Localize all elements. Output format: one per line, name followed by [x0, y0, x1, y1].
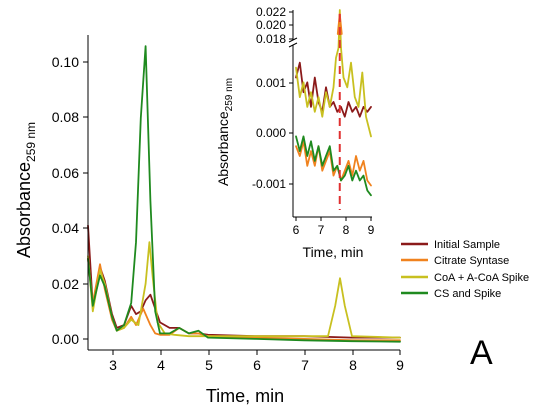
legend-label: CS and Spike [434, 288, 501, 300]
inset-x-tick-label: 6 [293, 223, 300, 237]
inset-y-ticks: -0.001 0.000 0.001 0.018 0.020 0.022 [252, 5, 293, 191]
main-series-line-1 [87, 224, 401, 339]
main-y-tick-label: 0.04 [52, 220, 79, 236]
main-y-tick: 0.02 [52, 276, 88, 292]
main-y-tick-label: 0.08 [52, 109, 79, 125]
main-y-tick: 0.00 [52, 331, 88, 347]
inset-y-tick-label-upper: 0.020 [256, 18, 286, 32]
main-x-tick-label: 5 [205, 357, 213, 373]
legend: Initial Sample Citrate Syntase CoA + A-C… [401, 239, 529, 300]
main-y-tick-label: 0.02 [52, 276, 79, 292]
main-y-tick-label: 0.10 [52, 54, 79, 70]
main-x-tick: 9 [396, 350, 404, 373]
inset-x-tick: 7 [318, 217, 325, 237]
inset-x-ticks: 6 7 8 9 [293, 217, 375, 237]
main-x-tick-label: 9 [396, 357, 404, 373]
main-y-tick: 0.08 [52, 109, 88, 125]
inset-y-tick: 0.000 [256, 126, 293, 140]
inset-break-mark-bottom [288, 42, 298, 48]
inset-x-tick-label: 9 [368, 223, 375, 237]
inset-series-group [295, 9, 372, 197]
legend-item: Initial Sample [401, 239, 500, 251]
panel-label: A [470, 334, 493, 372]
inset-x-tick: 8 [343, 217, 350, 237]
inset-y-tick-label: 0.001 [256, 76, 286, 90]
inset-y-tick-upper: 0.020 [256, 18, 293, 32]
inset-y-tick: 0.001 [256, 76, 293, 90]
main-series-line-4 [87, 45, 401, 343]
inset-series-line-1 [295, 61, 372, 118]
inset-y-tick-label: -0.001 [252, 177, 286, 191]
inset-y-axis-label-sub: 259 nm [224, 78, 235, 111]
main-x-tick: 6 [253, 350, 261, 373]
main-y-axis-label-sub: 259 nm [24, 122, 38, 162]
main-x-tick: 4 [157, 350, 165, 373]
main-y-tick: 0.06 [52, 165, 88, 181]
inset-axis-break [288, 40, 298, 45]
main-x-ticks: 3 4 5 6 7 8 9 [109, 350, 404, 373]
main-y-tick: 0.04 [52, 220, 88, 236]
legend-label: Initial Sample [434, 239, 500, 251]
inset-x-tick: 6 [293, 217, 300, 237]
main-y-axis-label-main: Absorbance [14, 162, 34, 258]
inset-y-axis-label-main: Absorbance [215, 111, 231, 186]
legend-item: Citrate Syntase [401, 255, 509, 267]
main-x-axis-label: Time, min [206, 386, 284, 406]
legend-label: Citrate Syntase [434, 255, 509, 267]
inset-y-tick-label-upper: 0.022 [256, 5, 286, 19]
main-x-tick-label: 8 [349, 357, 357, 373]
inset-y-tick-upper: 0.018 [256, 32, 293, 46]
main-x-tick: 5 [205, 350, 213, 373]
legend-item: CoA + A-CoA Spike [401, 272, 529, 284]
legend-label: CoA + A-CoA Spike [434, 272, 529, 284]
main-y-ticks: 0.00 0.02 0.04 0.06 0.08 0.10 [52, 54, 88, 347]
main-chart: 3 4 5 6 7 8 9 [14, 35, 493, 406]
inset-y-tick-upper: 0.022 [256, 5, 293, 19]
inset-chart: 6 7 8 9 -0.001 0.000 [215, 5, 375, 260]
main-x-tick: 8 [349, 350, 357, 373]
inset-x-tick-label: 8 [343, 223, 350, 237]
inset-x-axis-label: Time, min [303, 244, 364, 260]
main-y-tick-label: 0.06 [52, 165, 79, 181]
main-y-tick-label: 0.00 [52, 331, 79, 347]
main-x-tick: 7 [301, 350, 309, 373]
inset-series-line-4 [295, 135, 372, 197]
main-x-tick-label: 3 [109, 357, 117, 373]
main-series-group [87, 45, 401, 343]
main-y-tick: 0.10 [52, 54, 88, 70]
main-x-tick-label: 4 [157, 357, 165, 373]
inset-y-tick-label-upper: 0.018 [256, 32, 286, 46]
main-x-tick-label: 7 [301, 357, 309, 373]
inset-series-line-2 [295, 140, 372, 187]
inset-x-tick: 9 [368, 217, 375, 237]
main-x-tick-label: 6 [253, 357, 261, 373]
main-series-line-2 [87, 257, 401, 342]
inset-series-line-3 [295, 9, 372, 138]
legend-item: CS and Spike [401, 288, 501, 300]
main-x-tick: 3 [109, 350, 117, 373]
main-y-axis-label: Absorbance259 nm [14, 122, 38, 258]
inset-y-tick: -0.001 [252, 177, 293, 191]
inset-y-tick-label: 0.000 [256, 126, 286, 140]
inset-y-axis-label: Absorbance259 nm [215, 78, 235, 186]
inset-x-tick-label: 7 [318, 223, 325, 237]
inset-break-mark-top [288, 37, 298, 43]
